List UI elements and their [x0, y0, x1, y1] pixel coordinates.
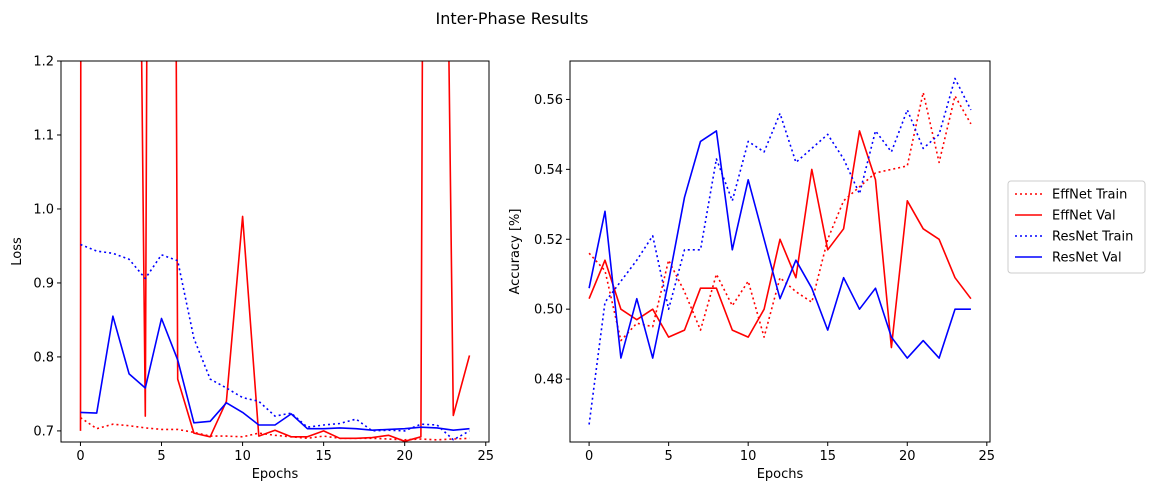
legend: EffNet Train EffNet Val ResNet Train ResNet… [1007, 180, 1146, 274]
accuracy-panel: 0 5 10 15 20 25 0.48 0.50 0.52 0.54 0.56 Epochs Accu… [508, 60, 996, 482]
loss-series [79, 61, 471, 442]
accuracy-line-resnet-val [588, 130, 971, 359]
accuracy-x-tick-label: 10 [740, 449, 757, 464]
accuracy-line-resnet-train [588, 77, 972, 425]
loss-y-tick-label: 0.8 [33, 350, 54, 365]
accuracy-series [588, 77, 972, 425]
accuracy-y-tick-label: 0.52 [534, 233, 563, 248]
accuracy-y-axis-label: Accuracy [%] [508, 209, 523, 295]
loss-y-axis-label: Loss [10, 237, 25, 266]
loss-y-tick-label: 1.1 [33, 128, 54, 143]
loss-y-tick-label: 1.2 [33, 55, 54, 70]
accuracy-line-effnet-val [588, 130, 972, 349]
accuracy-x-tick-label: 5 [664, 449, 672, 464]
accuracy-y-tick-label: 0.50 [534, 303, 563, 318]
loss-y-tick-label: 0.9 [33, 276, 54, 291]
accuracy-x-tick-label: 20 [899, 449, 916, 464]
loss-line-effnet-train [80, 416, 470, 441]
accuracy-y-tick-label: 0.54 [534, 163, 563, 178]
accuracy-axes-frame [569, 60, 991, 443]
legend-label-effnet-val: EffNet Val [1052, 209, 1116, 224]
loss-x-tick-label: 0 [76, 449, 84, 464]
loss-line-effnet-val [79, 61, 471, 442]
loss-x-tick-label: 20 [396, 449, 413, 464]
accuracy-line-effnet-train [588, 91, 972, 342]
loss-axes-frame [60, 60, 490, 443]
accuracy-x-tick-label: 0 [585, 449, 593, 464]
legend-label-resnet-val: ResNet Val [1052, 251, 1122, 266]
legend-label-resnet-train: ResNet Train [1052, 230, 1133, 245]
figure-title: Inter-Phase Results [436, 9, 589, 28]
loss-x-tick-label: 5 [157, 449, 165, 464]
loss-x-tick-label: 15 [315, 449, 332, 464]
loss-x-tick-label: 25 [477, 449, 494, 464]
loss-line-resnet-val [80, 315, 470, 432]
accuracy-y-tick-label: 0.48 [534, 373, 563, 388]
loss-line-resnet-train [80, 243, 470, 441]
loss-y-tick-label: 0.7 [33, 424, 54, 439]
accuracy-y-tick-label: 0.56 [534, 93, 563, 108]
loss-x-axis-label: Epochs [252, 467, 299, 482]
legend-box [1007, 180, 1146, 274]
loss-panel: 0 5 10 15 20 25 0.7 0.8 0.9 1.0 1.1 1.2 Epochs Loss [10, 55, 494, 483]
loss-y-tick-label: 1.0 [33, 202, 54, 217]
accuracy-x-axis-label: Epochs [757, 467, 804, 482]
legend-label-effnet-train: EffNet Train [1052, 188, 1127, 203]
accuracy-x-tick-label: 15 [819, 449, 836, 464]
accuracy-x-tick-label: 25 [979, 449, 996, 464]
loss-x-tick-label: 10 [234, 449, 251, 464]
